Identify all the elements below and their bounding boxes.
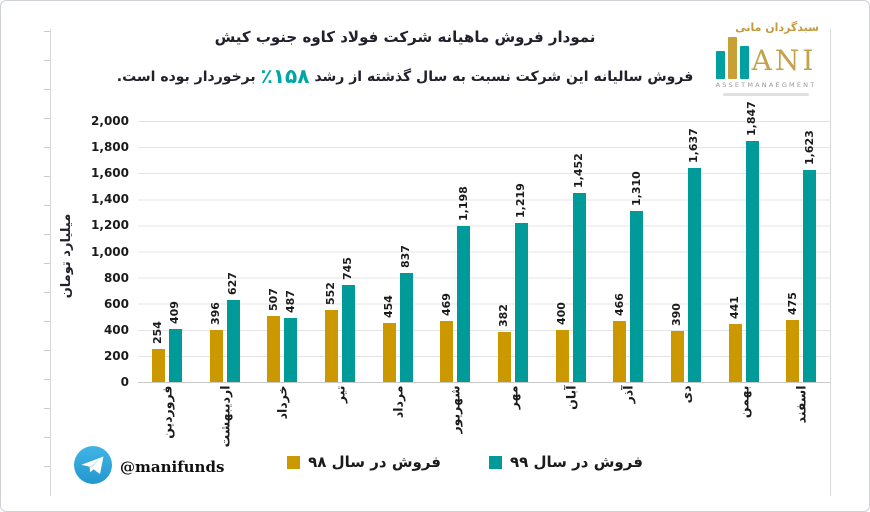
bar-value-label: 409	[168, 300, 182, 324]
bar-year-99	[399, 272, 413, 382]
bar-year-99	[226, 300, 240, 382]
chart-frame-right-line	[830, 29, 831, 496]
bar-value-label: 1,637	[687, 128, 701, 164]
legend-label-98: فروش در سال ۹۸	[308, 453, 441, 471]
x-axis-label: شهریور	[447, 385, 463, 434]
company-logo: سبدگردان مانی ANI ASSETMANAEGMENT	[707, 21, 825, 96]
logo-bars-icon: ANI	[707, 35, 825, 79]
bar-value-label: 441	[728, 296, 741, 320]
bar-year-99	[514, 222, 528, 382]
bar-year-98	[440, 320, 454, 382]
logo-subtext: ASSETMANAEGMENT	[715, 81, 817, 89]
logo-latin-text: ANI	[751, 44, 817, 77]
legend-item-year-99: فروش در سال ۹۹	[489, 453, 643, 471]
bar-year-99	[803, 170, 817, 382]
bar-year-98	[786, 320, 800, 382]
bar-value-label: 507	[266, 287, 280, 311]
bar-value-label: 390	[670, 303, 684, 327]
y-tick-label: 400	[103, 322, 129, 337]
legend-swatch-gold	[287, 455, 301, 469]
x-axis-label: آبان	[563, 385, 578, 410]
y-tick-label: 0	[120, 375, 129, 389]
bar-value-label: 469	[439, 292, 453, 316]
bar-year-98	[613, 321, 627, 382]
logo-fineprint	[723, 93, 809, 96]
legend-swatch-teal	[489, 455, 502, 469]
x-axis-label: اسفند	[793, 385, 809, 424]
bar-year-99	[341, 284, 355, 382]
plot-area: 254 409 396 627 507 487 552 745 454 837 469 1,198 38…	[138, 101, 830, 383]
bar-value-label: 396	[209, 302, 222, 326]
y-tick-label: 800	[103, 270, 129, 285]
bar-value-label: 487	[283, 290, 297, 314]
y-tick-label: 200	[103, 348, 129, 363]
bar-value-label: 454	[382, 294, 395, 318]
subtitle-text-after: برخوردار بوده است.	[116, 69, 256, 85]
x-axis-label: بهمن	[736, 385, 751, 419]
y-tick-label: 1,200	[91, 218, 129, 233]
bar-value-label: 475	[785, 292, 799, 315]
x-axis-label: آذر	[620, 385, 636, 404]
bar-year-98	[151, 348, 165, 382]
bar-year-99	[630, 211, 644, 382]
bar-year-98	[209, 330, 223, 382]
bar-year-98	[324, 309, 338, 382]
bar-value-label: 552	[324, 281, 338, 305]
y-tick-label: 600	[103, 296, 129, 311]
bar-year-99	[745, 140, 759, 382]
bar-year-99	[168, 328, 182, 382]
legend-item-year-98: فروش در سال ۹۸	[287, 453, 441, 471]
bar-year-99	[284, 318, 298, 382]
bar-year-98	[728, 324, 742, 382]
telegram-handle: @manifunds	[120, 458, 225, 476]
chart-frame-left-line	[50, 29, 51, 496]
bar-year-99	[457, 225, 471, 382]
y-tick-label: 1,600	[91, 166, 129, 181]
y-tick-label: 1,800	[91, 140, 129, 155]
y-tick-label: 1,400	[91, 192, 129, 207]
subtitle-text-before: فروش سالیانه این شرکت نسبت به سال گذشته …	[314, 69, 694, 85]
y-tick-label: 1,000	[91, 244, 129, 259]
x-axis-label: تیر	[332, 385, 348, 404]
logo-bar-gold-icon	[727, 37, 737, 79]
bar-year-99	[687, 168, 701, 382]
telegram-icon	[73, 445, 113, 489]
x-axis-label: دی	[678, 385, 694, 404]
y-tick-label: 2,000	[91, 114, 129, 128]
x-axis-label: مرداد	[390, 385, 405, 419]
chart-title: نمودار فروش ماهیانه شرکت فولاد کاوه جنوب…	[214, 28, 596, 46]
legend-label-99: فروش در سال ۹۹	[510, 453, 643, 471]
bar-year-99	[572, 192, 586, 382]
bar-value-label: 400	[555, 301, 568, 325]
telegram-watermark: @manifunds	[73, 445, 224, 489]
bar-year-98	[382, 322, 396, 382]
logo-bar-teal2-icon	[739, 46, 749, 79]
bar-value-label: 466	[612, 293, 626, 317]
bar-value-label: 1,310	[629, 171, 643, 207]
bar-value-label: 1,452	[572, 152, 585, 188]
legend: فروش در سال ۹۹ فروش در سال ۹۸	[61, 453, 869, 471]
bar-value-label: 1,219	[514, 183, 528, 218]
bar-value-label: 837	[399, 244, 412, 268]
bar-value-label: 1,623	[802, 130, 816, 166]
bar-year-98	[670, 331, 684, 382]
logo-bar-teal-icon	[715, 51, 725, 79]
chart-subtitle: فروش سالیانه این شرکت نسبت به سال گذشته …	[1, 64, 809, 89]
bar-value-label: 1,198	[456, 185, 470, 221]
bar-year-98	[267, 315, 281, 382]
bar-year-98	[497, 332, 511, 382]
x-axis-label: خرداد	[274, 385, 290, 420]
bar-value-label: 382	[497, 304, 511, 328]
bar-value-label: 1,847	[745, 101, 758, 136]
logo-persian-text: سبدگردان مانی	[735, 21, 819, 34]
bar-value-label: 745	[341, 256, 355, 280]
bar-year-98	[555, 329, 569, 382]
growth-percentage: ٪۱۵۸	[260, 64, 310, 88]
x-axis-label: مهر	[505, 385, 521, 410]
y-axis-tickmarks	[44, 31, 50, 468]
bar-value-label: 627	[226, 272, 239, 296]
bar-value-label: 254	[151, 320, 165, 344]
